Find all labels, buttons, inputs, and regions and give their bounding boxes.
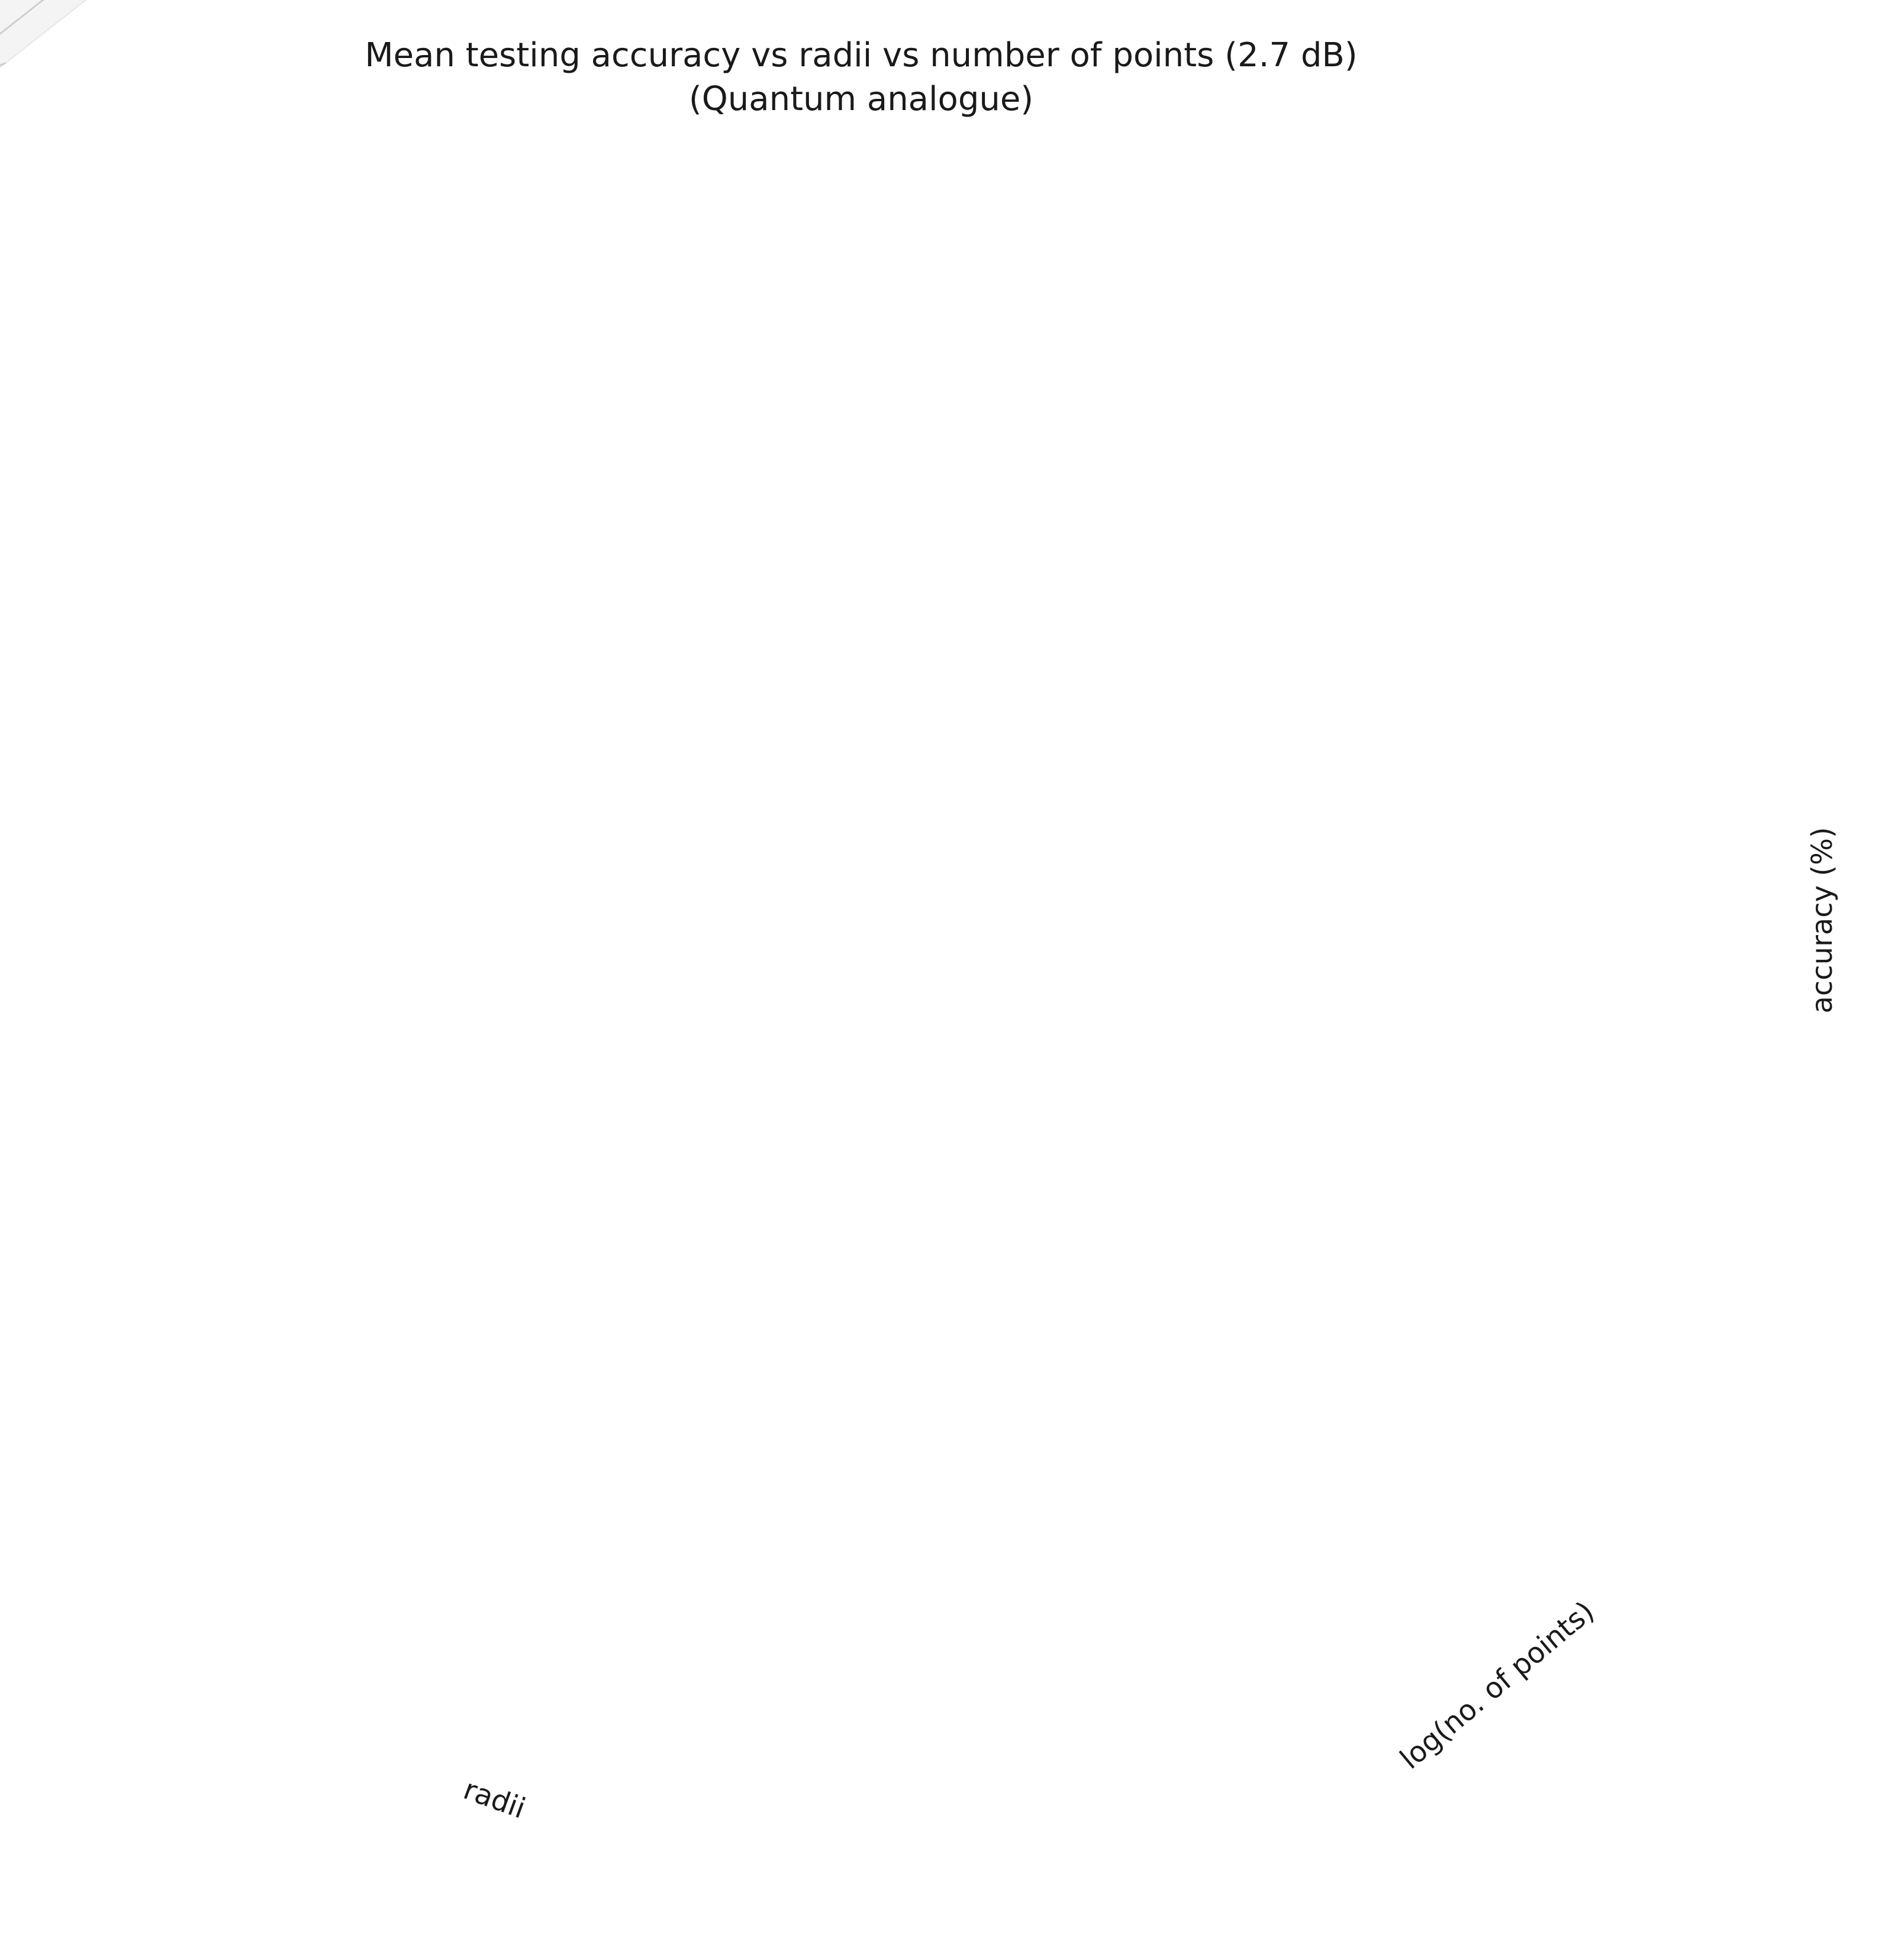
gridline-x (0, 0, 248, 474)
axis-panes (0, 0, 87, 558)
floor-pane (0, 0, 87, 69)
chart-subtitle: (Quantum analogue) (689, 80, 1033, 118)
surface (0, 0, 563, 227)
gridline-x (0, 0, 366, 426)
side-pane-points (0, 0, 41, 558)
z-axis-label: accuracy (%) (1806, 827, 1839, 1014)
y-axis-line (0, 0, 41, 558)
gridline-y (0, 62, 7, 66)
gridline-x (0, 0, 130, 522)
y-axis-label: log(no. of points) (1394, 1595, 1600, 1776)
chart-title: Mean testing accuracy vs radii vs number… (365, 36, 1357, 75)
grid (0, 0, 366, 558)
axes: 420−2−4789101121.2328.5535.8643.1850.505… (0, 0, 146, 599)
gridline-z (0, 0, 41, 558)
x-axis-label: radii (459, 1772, 530, 1825)
